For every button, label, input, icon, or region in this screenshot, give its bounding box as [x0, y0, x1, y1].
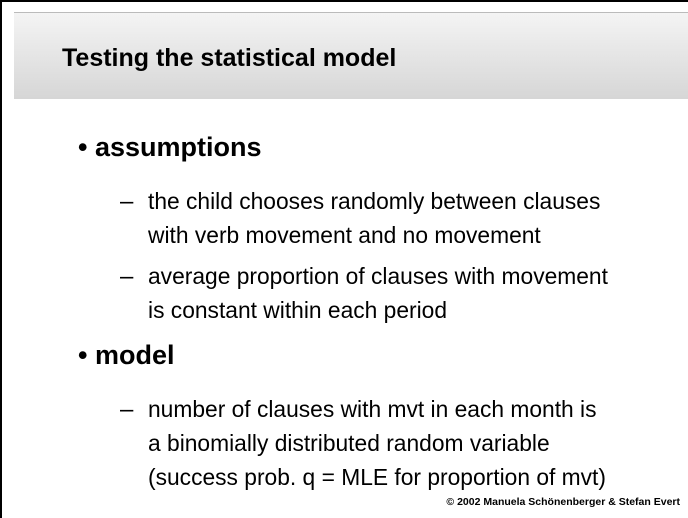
bullet-text: model: [94, 340, 175, 370]
item-line: a binomially distributed random variable: [148, 430, 550, 456]
item-line: (success prob. q = MLE for proportion of…: [148, 464, 606, 490]
frame: [0, 0, 2, 518]
frame: [0, 0, 688, 2]
dash: –: [120, 188, 134, 215]
title-bar: [14, 12, 688, 99]
dash: –: [120, 263, 134, 290]
bullet-text: assumptions: [94, 132, 262, 162]
slide-title: Testing the statistical model: [62, 44, 397, 72]
bullet: • model: [78, 340, 175, 370]
item-line: number of clauses with mvt in each month…: [148, 396, 597, 422]
bullet: • assumptions: [78, 132, 262, 162]
item-line: the child chooses randomly between claus…: [148, 188, 601, 214]
item-line: is constant within each period: [148, 297, 448, 323]
dash: –: [120, 396, 134, 423]
item-line: average proportion of clauses with movem…: [148, 263, 608, 289]
item-line: with verb movement and no movement: [148, 222, 541, 248]
footer: © 2002 Manuela Schönenberger & Stefan Ev…: [446, 496, 680, 508]
